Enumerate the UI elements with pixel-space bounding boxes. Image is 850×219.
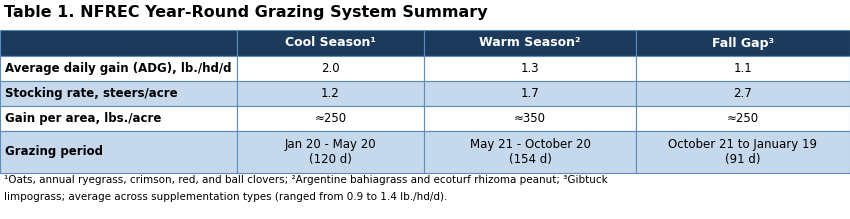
Bar	[237, 56, 424, 81]
Text: ≈250: ≈250	[314, 112, 347, 125]
Bar	[424, 106, 636, 131]
Bar	[424, 30, 636, 56]
Text: Table 1. NFREC Year-Round Grazing System Summary: Table 1. NFREC Year-Round Grazing System…	[4, 5, 488, 20]
Text: Cool Season¹: Cool Season¹	[285, 37, 376, 49]
Bar	[0, 106, 237, 131]
Bar	[0, 56, 237, 81]
Bar	[0, 30, 237, 56]
Text: October 21 to January 19
(91 d): October 21 to January 19 (91 d)	[668, 138, 818, 166]
Bar	[636, 56, 850, 81]
Text: 2.0: 2.0	[321, 62, 340, 75]
Text: Average daily gain (ADG), lb./hd/d: Average daily gain (ADG), lb./hd/d	[5, 62, 231, 75]
Text: 1.3: 1.3	[521, 62, 539, 75]
Text: Warm Season²: Warm Season²	[479, 37, 581, 49]
Text: limpograss; average across supplementation types (ranged from 0.9 to 1.4 lb./hd/: limpograss; average across supplementati…	[4, 192, 447, 202]
Bar	[237, 30, 424, 56]
Bar	[237, 81, 424, 106]
Bar	[0, 81, 237, 106]
Text: 1.7: 1.7	[520, 87, 540, 100]
Bar	[636, 30, 850, 56]
Bar	[237, 106, 424, 131]
Bar	[636, 106, 850, 131]
Bar	[636, 81, 850, 106]
Bar	[424, 56, 636, 81]
Bar	[424, 81, 636, 106]
Bar	[0, 131, 237, 173]
Text: 1.2: 1.2	[321, 87, 340, 100]
Text: Grazing period: Grazing period	[5, 145, 103, 159]
Text: Jan 20 - May 20
(120 d): Jan 20 - May 20 (120 d)	[285, 138, 377, 166]
Text: 1.1: 1.1	[734, 62, 752, 75]
Text: ≈350: ≈350	[514, 112, 546, 125]
Text: Fall Gap³: Fall Gap³	[712, 37, 774, 49]
Text: 2.7: 2.7	[734, 87, 752, 100]
Bar	[237, 131, 424, 173]
Text: Stocking rate, steers/acre: Stocking rate, steers/acre	[5, 87, 178, 100]
Text: ¹Oats, annual ryegrass, crimson, red, and ball clovers; ²Argentine bahiagrass an: ¹Oats, annual ryegrass, crimson, red, an…	[4, 175, 608, 185]
Bar	[636, 131, 850, 173]
Bar	[424, 131, 636, 173]
Text: May 21 - October 20
(154 d): May 21 - October 20 (154 d)	[469, 138, 591, 166]
Text: ≈250: ≈250	[727, 112, 759, 125]
Text: Gain per area, lbs./acre: Gain per area, lbs./acre	[5, 112, 162, 125]
